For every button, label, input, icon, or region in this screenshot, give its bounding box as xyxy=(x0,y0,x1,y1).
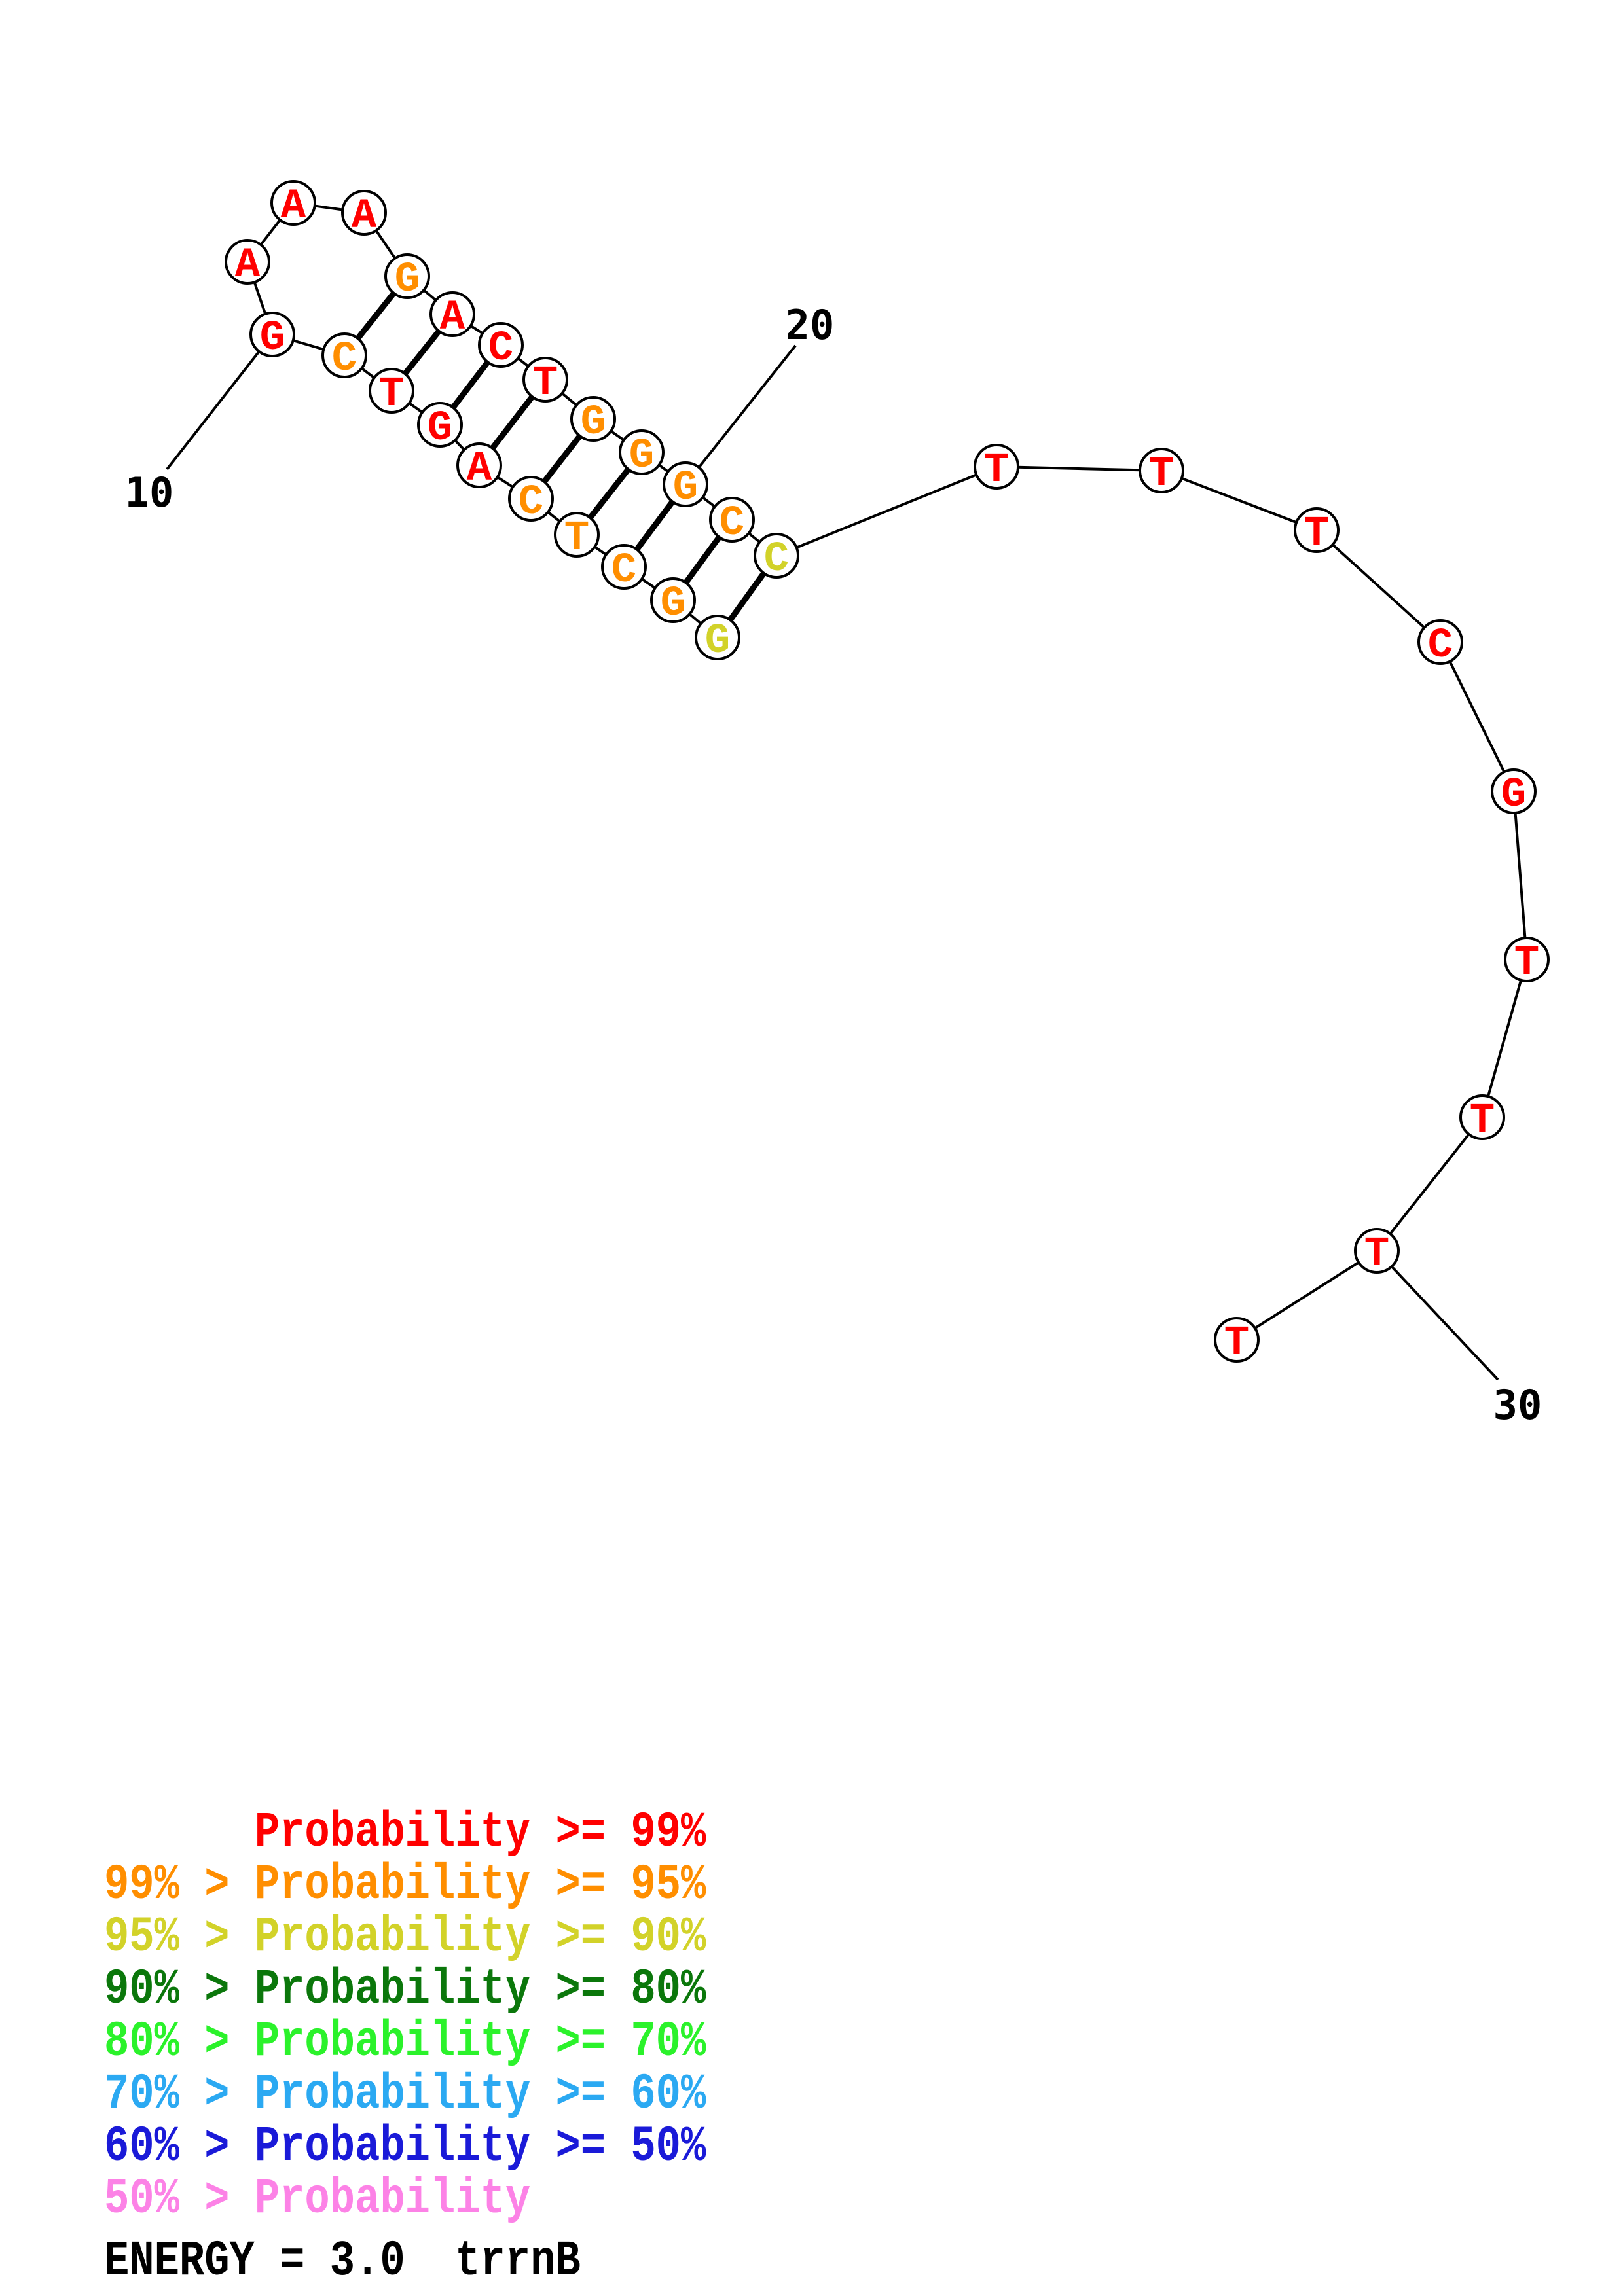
backbone-bond xyxy=(1512,791,1528,960)
nucleotide-letter: G xyxy=(705,618,730,665)
legend-row-below50: 50% > Probability xyxy=(104,2172,530,2228)
nucleotide-node xyxy=(456,442,502,488)
nucleotide-node xyxy=(1417,619,1463,665)
nucleotide-node xyxy=(369,368,414,414)
nucleotide-node xyxy=(429,291,475,337)
nucleotide-letter: C xyxy=(519,479,543,526)
nucleotide-node xyxy=(554,512,600,558)
legend-row-p80: 90% > Probability >= 80% xyxy=(104,1962,706,2018)
nucleotide-node xyxy=(1214,1317,1260,1363)
legend-row-p60: 70% > Probability >= 60% xyxy=(104,2067,706,2123)
nucleotide-letter: T xyxy=(1224,1320,1249,1367)
nucleotide-letter: C xyxy=(720,500,744,547)
nucleotide-letter: A xyxy=(281,183,306,230)
nucleotide-letter: G xyxy=(629,433,654,480)
nucleotide-node xyxy=(321,332,367,378)
nucleotide-node xyxy=(417,402,463,448)
position-label-30: 30 xyxy=(1493,1381,1542,1429)
nucleotide-letter: C xyxy=(332,336,357,383)
nucleotide-letter: T xyxy=(1470,1098,1495,1145)
nucleotide-letter: T xyxy=(1149,451,1174,498)
legend-row-p70: 80% > Probability >= 70% xyxy=(104,2015,706,2071)
nucleotide-node xyxy=(695,615,740,660)
backbone-bond xyxy=(1315,529,1442,643)
legend-row-p50: 60% > Probability >= 50% xyxy=(104,2119,706,2176)
nucleotide-letter: C xyxy=(488,325,513,372)
legend-row-p90: 95% > Probability >= 90% xyxy=(104,1910,706,1966)
backbone-bond xyxy=(776,465,997,557)
nucleotide-letter: G xyxy=(581,399,606,446)
nucleotide-node xyxy=(1294,507,1340,553)
nucleotide-letter: T xyxy=(1364,1231,1389,1278)
nucleotide-letter: C xyxy=(611,547,636,594)
legend-row-p99: Probability >= 99% xyxy=(104,1805,706,1861)
nucleotide-node xyxy=(570,396,616,442)
nucleotide-node xyxy=(974,444,1019,490)
nucleotide-node xyxy=(601,544,647,590)
nucleotide-node xyxy=(650,577,696,623)
position-label-20: 20 xyxy=(786,301,835,349)
nucleotide-letter: T xyxy=(533,360,558,407)
nucleotide-node xyxy=(508,476,554,522)
nucleotide-node xyxy=(663,461,708,507)
nucleotide-letter: A xyxy=(440,295,465,342)
nucleotide-letter: G xyxy=(673,465,698,512)
nucleotide-node xyxy=(384,253,430,299)
nucleotide-node xyxy=(709,497,755,543)
nucleotide-node xyxy=(1459,1094,1505,1140)
nucleotide-letter: G xyxy=(661,581,685,628)
nucleotide-letter: T xyxy=(1514,940,1539,987)
backbone-bond xyxy=(1481,959,1528,1118)
position-label-line xyxy=(166,333,274,471)
nucleotide-node xyxy=(1491,768,1537,814)
nucleotide-letter: G xyxy=(428,405,452,452)
position-label-line xyxy=(1376,1249,1499,1381)
nucleotide-node xyxy=(522,357,568,403)
nucleotide-letter: G xyxy=(260,315,285,362)
nucleotide-node xyxy=(270,180,316,226)
nucleotide-letter: G xyxy=(395,257,420,304)
position-label-line xyxy=(684,344,797,486)
position-label-10: 10 xyxy=(125,469,174,516)
nucleotide-letter: C xyxy=(764,536,789,583)
nucleotide-node xyxy=(1354,1228,1400,1274)
nucleotide-letter: C xyxy=(1428,622,1453,670)
probability-legend: Probability >= 99% 99% > Probability >= … xyxy=(104,1805,706,2228)
nucleotide-letter: A xyxy=(467,446,492,493)
nucleotide-node xyxy=(249,312,295,357)
energy-label: ENERGY = 3.0 trrnB xyxy=(104,2234,581,2290)
nucleotide-letter: T xyxy=(984,447,1009,494)
backbone-bond xyxy=(1235,1249,1378,1341)
nucleotide-node xyxy=(1139,448,1184,493)
nucleotide-node xyxy=(754,533,799,579)
nucleotide-node xyxy=(1504,937,1550,982)
nucleotide-letter: T xyxy=(379,371,404,418)
backbone-bond xyxy=(1376,1116,1484,1252)
nucleotide-node xyxy=(341,190,387,236)
nucleotide-letter: T xyxy=(564,515,589,562)
nucleotide-letter: A xyxy=(352,193,377,240)
legend-row-p95: 99% > Probability >= 95% xyxy=(104,1857,706,1914)
nucleotide-letter: T xyxy=(1304,511,1329,558)
nucleotide-node xyxy=(619,429,665,475)
nucleotide-letter: G xyxy=(1501,772,1526,819)
backbone-bond xyxy=(996,465,1162,472)
nucleotide-letter: A xyxy=(235,242,261,289)
backbone-bond xyxy=(1439,641,1515,792)
nucleotide-node xyxy=(478,322,524,368)
nucleotide-node xyxy=(225,239,270,285)
backbone-bond xyxy=(1161,469,1317,531)
